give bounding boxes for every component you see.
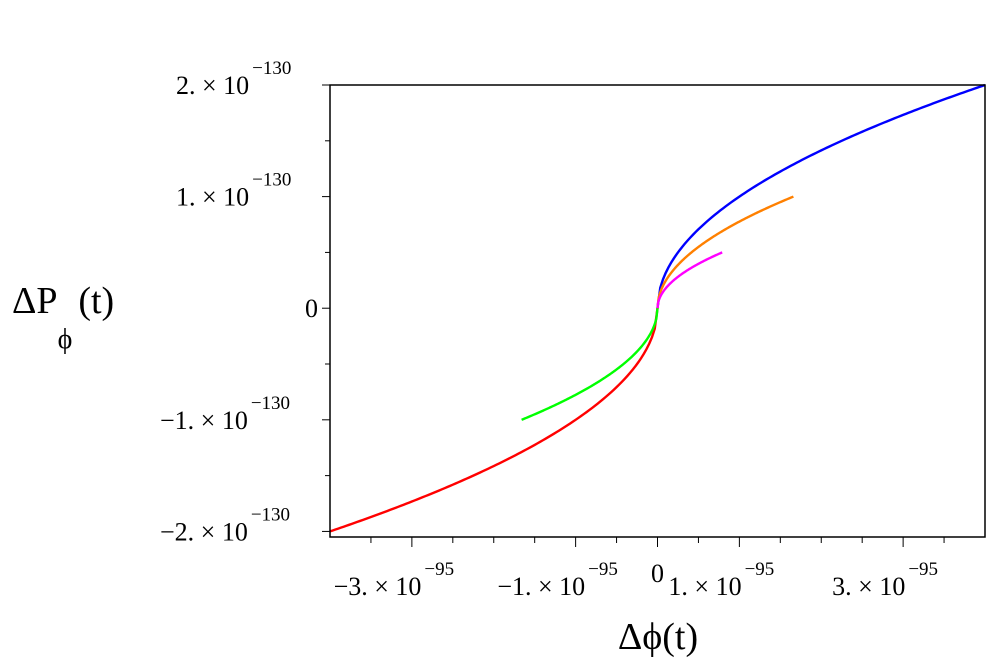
x-axis-label: Δϕ(t) — [618, 616, 698, 658]
series-line-4 — [329, 308, 659, 533]
y-axis-label-main: ΔP — [12, 280, 58, 322]
series-line-2 — [656, 195, 794, 309]
y-tick-label: 0 — [305, 294, 318, 323]
series-line-3 — [656, 251, 723, 309]
x-tick-label: 1. × 10−95 — [668, 559, 774, 601]
tick-marks — [322, 84, 945, 547]
x-tick-label: −3. × 10−95 — [334, 559, 455, 601]
y-tick-label: −1. × 10−130 — [160, 393, 290, 435]
tick-labels: −3. × 10−95−1. × 10−95 0 1. × 10−953. × 10… — [160, 58, 938, 601]
series-line-1 — [656, 83, 986, 309]
plot-frame — [329, 84, 986, 538]
x-tick-label: −1. × 10−95 — [497, 559, 618, 601]
x-tick-label: 3. × 10−95 — [832, 559, 938, 601]
svg-text:ΔPϕ(t): ΔPϕ(t) — [12, 280, 114, 355]
x-axis-title: Δϕ(t) — [618, 616, 698, 658]
series-lines — [329, 83, 986, 533]
y-tick-label: 1. × 10−130 — [176, 170, 291, 212]
y-axis-title: ΔPϕ(t) — [12, 280, 114, 355]
y-axis-label-suffix: (t) — [78, 280, 114, 322]
y-axis-label-subscript: ϕ — [58, 324, 73, 355]
series-line-5 — [521, 308, 659, 421]
x-tick-label: 0 — [651, 559, 664, 588]
y-tick-label: 2. × 10−130 — [176, 58, 291, 100]
y-tick-label: −2. × 10−130 — [160, 504, 290, 546]
